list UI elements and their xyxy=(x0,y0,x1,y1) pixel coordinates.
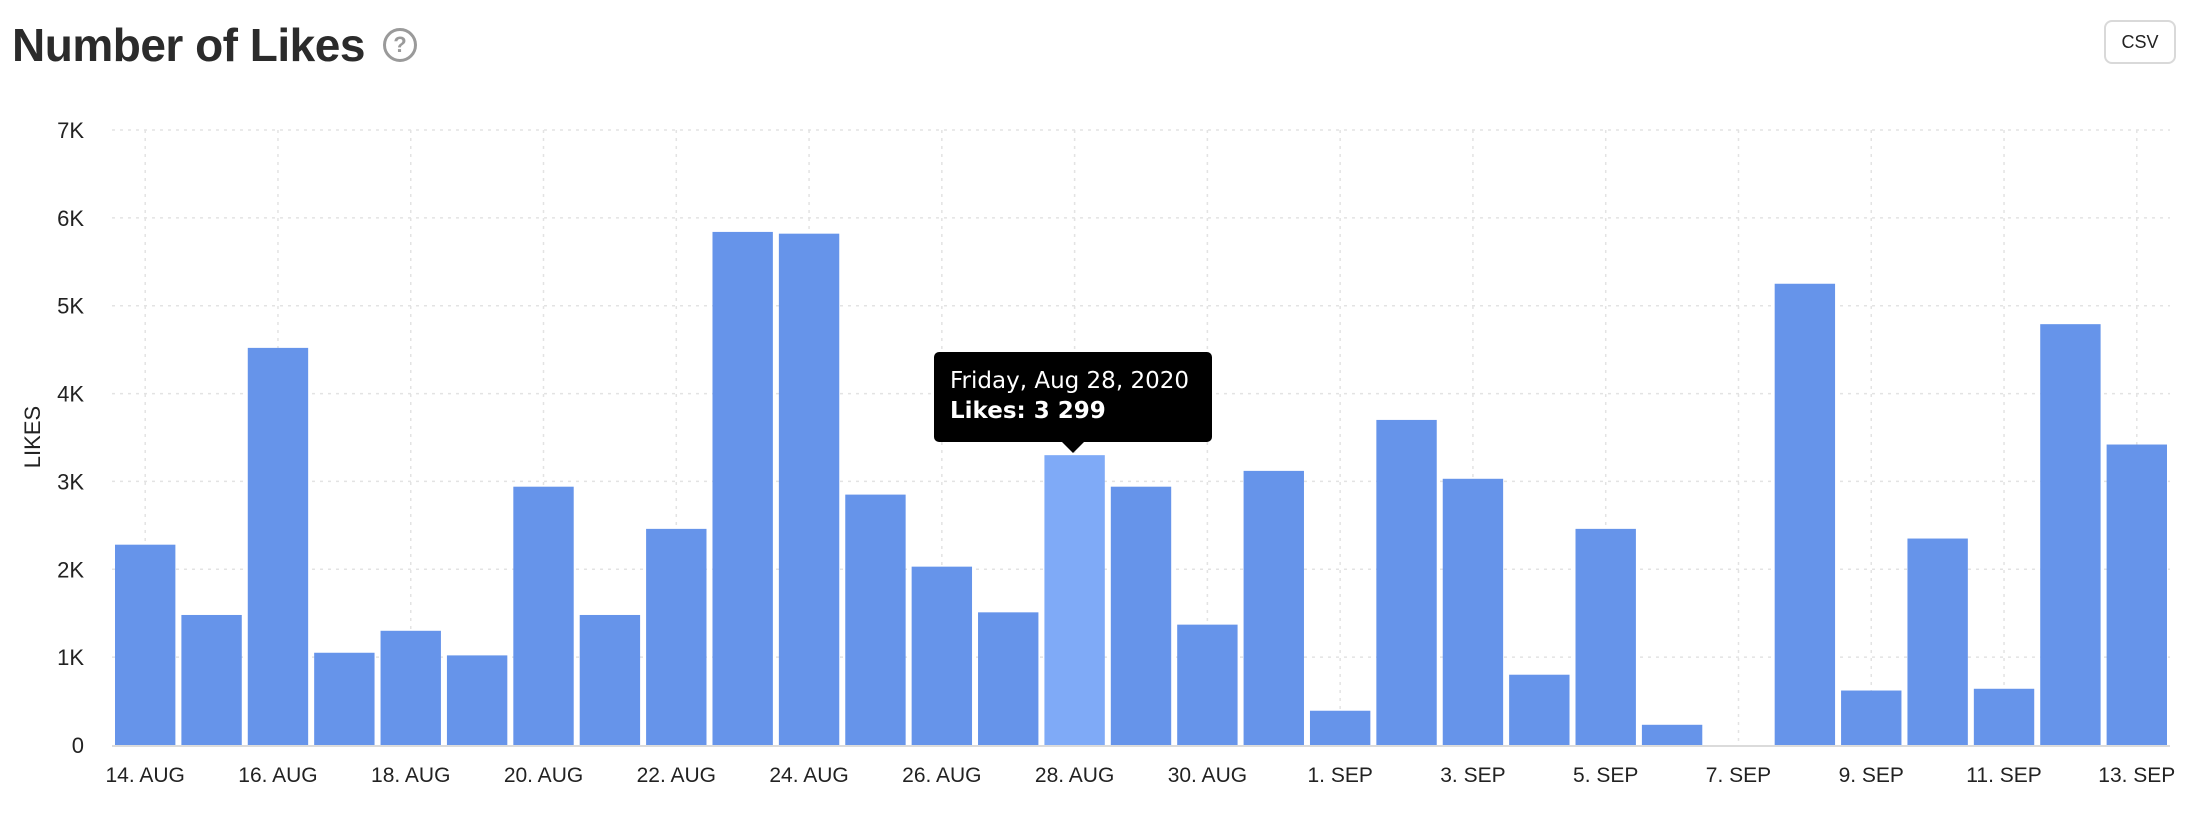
bar xyxy=(181,614,242,745)
bar xyxy=(314,652,375,745)
question-circle-icon[interactable]: ? xyxy=(382,28,417,62)
bar xyxy=(845,494,906,745)
x-tick-label: 14. AUG xyxy=(105,764,184,787)
bar xyxy=(1841,690,1902,745)
bar xyxy=(579,614,641,745)
x-tick-label: 11. SEP xyxy=(1966,764,2042,787)
csv-export-button[interactable]: CSV xyxy=(2104,20,2176,64)
y-tick-label: 0 xyxy=(72,733,84,758)
bar xyxy=(712,231,773,745)
x-tick-label: 13. SEP xyxy=(2098,764,2175,787)
x-tick-label: 5. SEP xyxy=(1573,764,1638,787)
bar xyxy=(778,233,840,745)
bar xyxy=(911,566,973,745)
bar xyxy=(1575,528,1636,745)
bar xyxy=(1044,455,1105,745)
bar xyxy=(446,655,508,745)
x-tick-label: 18. AUG xyxy=(371,764,450,787)
bar xyxy=(978,612,1039,745)
x-tick-label: 1. SEP xyxy=(1307,764,1372,787)
y-tick-label: 7K xyxy=(57,118,84,143)
bar xyxy=(1243,470,1304,745)
bar xyxy=(247,347,309,745)
x-tick-label: 26. AUG xyxy=(902,764,981,787)
bar xyxy=(1973,688,2035,745)
chart-title: Number of Likes xyxy=(12,19,365,71)
x-tick-label: 22. AUG xyxy=(637,764,716,787)
x-tick-label: 7. SEP xyxy=(1706,764,1771,787)
bar xyxy=(1907,538,1968,745)
bar xyxy=(1641,724,1703,745)
x-tick-label: 9. SEP xyxy=(1839,764,1904,787)
x-tick-label: 30. AUG xyxy=(1168,764,1247,787)
y-tick-label: 6K xyxy=(57,206,84,231)
bar xyxy=(2106,444,2167,745)
x-tick-label: 28. AUG xyxy=(1035,764,1114,787)
bar xyxy=(1774,283,1836,745)
bar xyxy=(2040,324,2101,745)
y-tick-label: 5K xyxy=(57,294,84,319)
y-tick-label: 3K xyxy=(57,469,84,494)
bar xyxy=(1177,624,1238,745)
x-tick-label: 16. AUG xyxy=(238,764,317,787)
y-axis-label: LIKES xyxy=(20,406,45,468)
y-tick-label: 1K xyxy=(57,645,84,670)
chart-header: Number of Likes ? xyxy=(12,18,417,72)
bar xyxy=(646,528,707,745)
x-tick-label: 3. SEP xyxy=(1440,764,1505,787)
bar xyxy=(115,544,176,745)
tooltip-value: Likes: 3 299 xyxy=(950,398,1106,424)
bar xyxy=(1110,486,1172,745)
x-tick-label: 20. AUG xyxy=(504,764,583,787)
bar xyxy=(1442,478,1504,745)
x-tick-label: 24. AUG xyxy=(769,764,848,787)
bar-tooltip: Friday, Aug 28, 2020 Likes: 3 299 xyxy=(934,352,1212,453)
bar xyxy=(513,486,574,745)
y-tick-label: 2K xyxy=(57,557,84,582)
bar xyxy=(1509,674,1570,745)
tooltip-date: Friday, Aug 28, 2020 xyxy=(950,368,1189,394)
y-tick-label: 4K xyxy=(57,382,84,407)
bar xyxy=(1309,710,1371,745)
bar xyxy=(1376,419,1437,745)
bar xyxy=(380,630,441,745)
